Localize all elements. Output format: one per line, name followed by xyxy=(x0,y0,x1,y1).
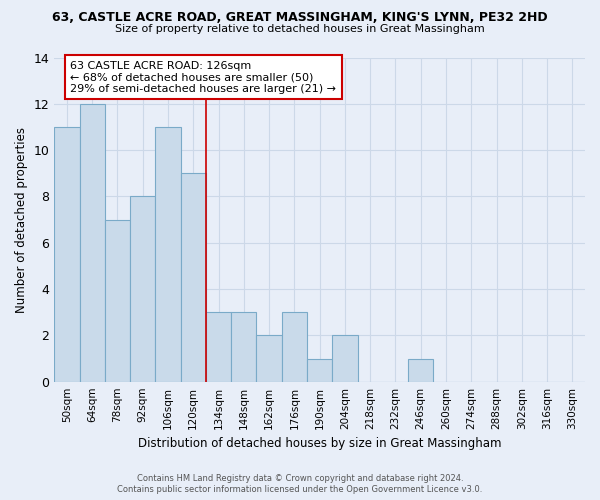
Text: 63 CASTLE ACRE ROAD: 126sqm
← 68% of detached houses are smaller (50)
29% of sem: 63 CASTLE ACRE ROAD: 126sqm ← 68% of det… xyxy=(70,60,336,94)
Bar xyxy=(332,336,358,382)
Bar xyxy=(54,127,80,382)
Bar xyxy=(130,196,155,382)
Bar xyxy=(282,312,307,382)
Bar xyxy=(155,127,181,382)
Text: Contains HM Land Registry data © Crown copyright and database right 2024.
Contai: Contains HM Land Registry data © Crown c… xyxy=(118,474,482,494)
Bar xyxy=(181,174,206,382)
Bar xyxy=(256,336,282,382)
Text: Size of property relative to detached houses in Great Massingham: Size of property relative to detached ho… xyxy=(115,24,485,34)
Bar xyxy=(307,358,332,382)
Y-axis label: Number of detached properties: Number of detached properties xyxy=(15,126,28,312)
Text: 63, CASTLE ACRE ROAD, GREAT MASSINGHAM, KING'S LYNN, PE32 2HD: 63, CASTLE ACRE ROAD, GREAT MASSINGHAM, … xyxy=(52,11,548,24)
Bar xyxy=(408,358,433,382)
X-axis label: Distribution of detached houses by size in Great Massingham: Distribution of detached houses by size … xyxy=(138,437,502,450)
Bar xyxy=(105,220,130,382)
Bar xyxy=(80,104,105,382)
Bar xyxy=(206,312,231,382)
Bar xyxy=(231,312,256,382)
